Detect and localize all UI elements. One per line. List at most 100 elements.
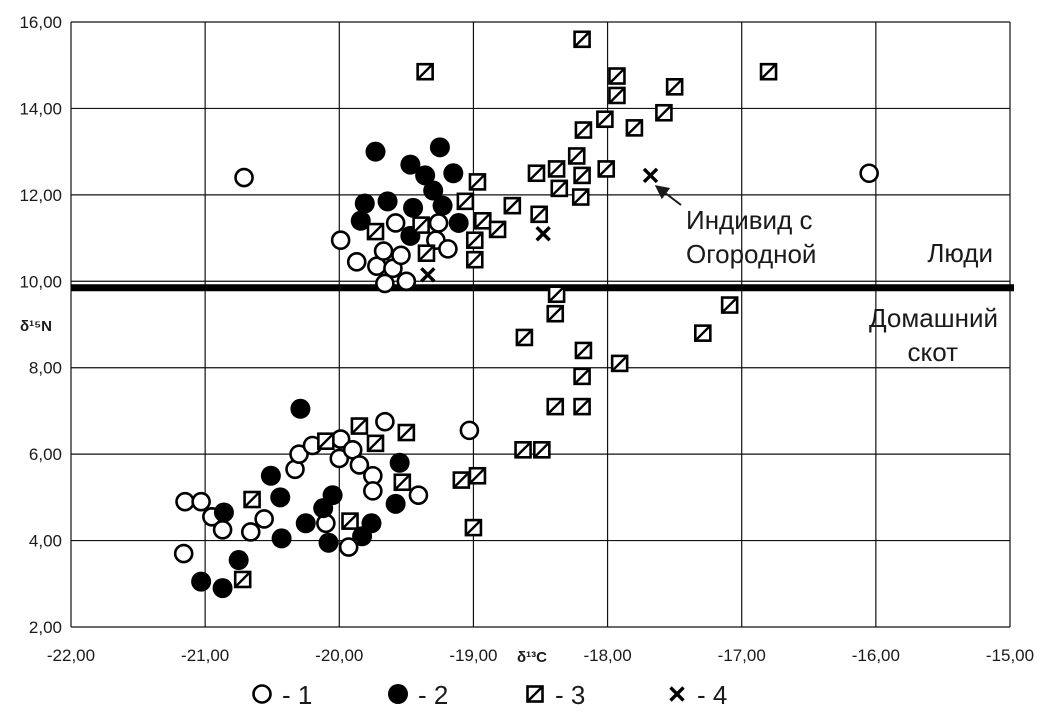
data-point-hatched-square — [417, 244, 436, 262]
data-point-hatched-square — [720, 296, 739, 314]
data-point-hatched-square — [608, 86, 626, 105]
data-point-hatched-square — [547, 160, 566, 178]
data-point-open-circle — [240, 522, 261, 542]
x-tick-label: -16,00 — [852, 646, 900, 665]
data-point-hatched-square — [350, 417, 369, 435]
x-tick-label: -19,00 — [449, 646, 497, 665]
data-point-hatched-square — [694, 324, 712, 342]
data-point-filled-circle — [361, 513, 382, 534]
data-point-open-circle — [329, 448, 350, 469]
data-point-filled-circle — [290, 398, 311, 419]
data-point-open-circle — [375, 411, 395, 432]
data-point-hatched-square — [655, 103, 673, 122]
y-tick-label: 8,00 — [29, 359, 62, 378]
legend-marker-filled-circle — [388, 684, 408, 704]
data-point-hatched-square — [567, 147, 586, 165]
data-point-hatched-square — [474, 211, 492, 230]
data-point-filled-circle — [443, 163, 464, 184]
annotation-individual-line2: Огородной — [686, 239, 816, 269]
legend-marker-hatched-square — [526, 685, 544, 703]
data-point-hatched-square — [530, 205, 548, 224]
x-tick-label: -18,00 — [583, 646, 631, 665]
data-point-filled-circle — [191, 571, 212, 592]
data-point-hatched-square — [546, 304, 565, 323]
data-point-open-circle — [234, 167, 254, 188]
legend-entry: - 1 — [252, 680, 312, 710]
annotation-lower-region-line1: Домашний — [869, 303, 998, 333]
data-point-filled-circle — [318, 532, 339, 553]
data-point-open-circle — [408, 485, 429, 505]
y-tick-label: 6,00 — [29, 445, 62, 464]
data-point-open-circle — [191, 491, 211, 512]
annotation-upper-region: Люди — [927, 238, 993, 268]
data-point-hatched-square — [533, 441, 551, 459]
data-point-hatched-square — [546, 397, 565, 416]
data-point-hatched-square — [488, 220, 507, 239]
annotations: Люди Домашний скот Индивид с Огородной — [654, 185, 998, 367]
y-tick-label: 14,00 — [19, 99, 62, 118]
annotation-arrow — [654, 185, 682, 206]
data-point-filled-circle — [365, 141, 386, 162]
x-tick-label: -20,00 — [315, 646, 363, 665]
data-point-hatched-square — [610, 354, 629, 373]
x-tick-label: -22,00 — [47, 646, 95, 665]
data-point-filled-circle — [213, 502, 234, 523]
y-tick-label: 4,00 — [29, 532, 62, 551]
data-point-filled-circle — [403, 197, 424, 218]
data-point-filled-circle — [448, 212, 469, 233]
data-point-hatched-square — [573, 397, 591, 416]
data-point-open-circle — [373, 241, 394, 261]
y-tick-label: 2,00 — [29, 618, 62, 637]
data-point-hatched-square — [571, 188, 590, 206]
data-point-filled-circle — [415, 165, 436, 186]
y-tick-label: 12,00 — [19, 186, 62, 205]
data-point-filled-circle — [270, 487, 291, 508]
data-point-hatched-square — [547, 285, 566, 304]
y-tick-label: 10,00 — [19, 272, 62, 291]
legend-marker-open-circle — [252, 684, 272, 704]
data-point-filled-circle — [377, 191, 398, 212]
data-point-filled-circle — [423, 180, 444, 201]
data-point-hatched-square — [468, 173, 487, 191]
data-point-open-circle — [391, 245, 411, 266]
data-point-open-circle — [859, 163, 879, 184]
data-point-hatched-square — [515, 328, 534, 347]
data-point-filled-circle — [389, 452, 410, 473]
data-point-hatched-square — [412, 216, 430, 234]
x-tick-label: -15,00 — [986, 646, 1034, 665]
data-point-hatched-square — [465, 250, 484, 269]
x-tick-label: -21,00 — [181, 646, 229, 665]
data-points — [173, 30, 879, 599]
legend-entry: - 2 — [388, 680, 448, 710]
legend-label: - 3 — [555, 680, 585, 710]
data-point-hatched-square — [452, 471, 471, 489]
data-point-open-circle — [459, 420, 480, 441]
data-point-cross — [642, 167, 659, 184]
data-point-hatched-square — [233, 570, 252, 589]
data-point-filled-circle — [385, 493, 406, 514]
data-point-hatched-square — [416, 62, 434, 81]
data-point-cross — [535, 226, 551, 242]
data-point-filled-circle — [212, 578, 233, 599]
data-point-open-circle — [385, 213, 406, 233]
data-point-open-circle — [349, 455, 370, 475]
data-point-hatched-square — [597, 160, 616, 178]
tick-labels: -22,00 -21,00 -20,00 -19,00 -18,00 -17,00 -16,… — [19, 13, 1034, 665]
data-point-hatched-square — [503, 196, 522, 215]
data-point-open-circle — [212, 519, 233, 540]
grid — [70, 21, 1011, 628]
data-point-open-circle — [338, 537, 359, 557]
data-point-hatched-square — [397, 423, 416, 442]
legend-label: - 1 — [282, 680, 312, 710]
data-point-hatched-square — [456, 192, 475, 211]
y-axis-title: δ¹⁵N — [20, 318, 52, 335]
data-point-open-circle — [346, 252, 367, 272]
data-point-hatched-square — [759, 62, 778, 81]
data-point-hatched-square — [574, 121, 593, 139]
data-point-filled-circle — [260, 465, 281, 486]
data-point-open-circle — [375, 273, 395, 294]
data-point-open-circle — [175, 491, 195, 512]
data-point-filled-circle — [354, 193, 375, 214]
data-point-filled-circle — [350, 210, 371, 231]
